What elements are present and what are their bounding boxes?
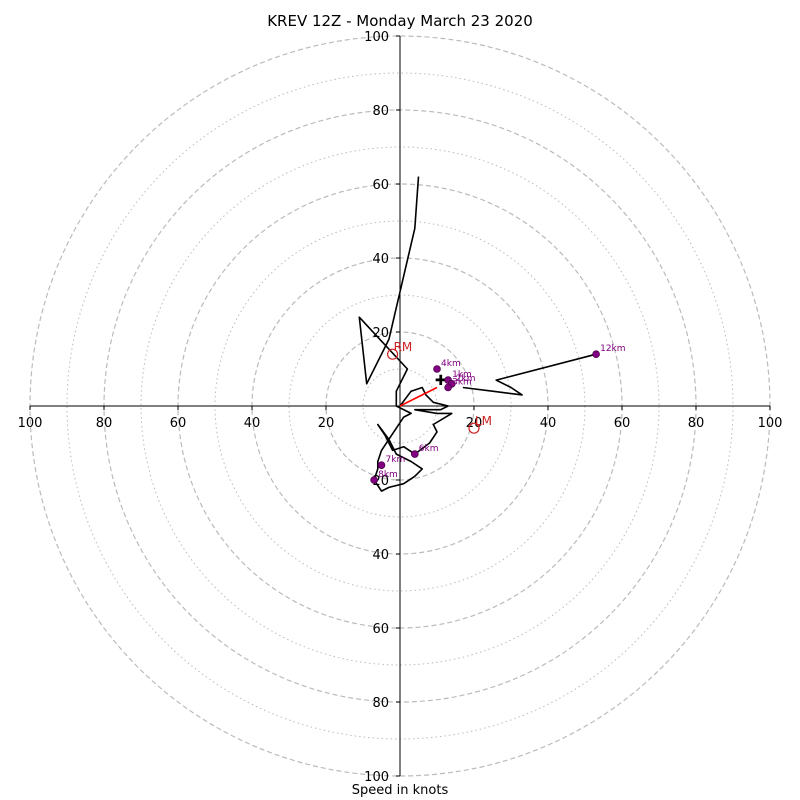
x-tick-label: 40 [244, 416, 261, 431]
mean-wind-marker: ✚ [435, 373, 447, 389]
height-label-12km: 12km [600, 344, 625, 354]
height-label-6km: 6km [419, 444, 439, 454]
y-tick-label: 60 [372, 622, 389, 637]
y-tick-label: 80 [372, 696, 389, 711]
hodograph-trace-upper [462, 353, 597, 396]
x-tick-label: 40 [540, 416, 557, 431]
chart-title: KREV 12Z - Monday March 23 2020 [267, 12, 533, 30]
height-label-7km: 7km [386, 455, 406, 465]
storm-motion-LM [468, 422, 480, 434]
y-tick-label: 20 [372, 326, 389, 341]
hodograph-trace [358, 176, 453, 492]
storm-motion-label-RM: RM [394, 340, 413, 354]
lowlevel-trace [399, 386, 438, 407]
x-tick-label: 100 [18, 416, 43, 431]
height-label-3km: 3km [452, 378, 472, 388]
y-tick-label: 40 [372, 548, 389, 563]
x-axis-label: Speed in knots [351, 783, 449, 798]
y-tick-label: 60 [372, 178, 389, 193]
x-tick-label: 100 [758, 416, 783, 431]
x-tick-label: 60 [170, 416, 187, 431]
y-tick-label: 80 [372, 104, 389, 119]
height-marker-7km [377, 461, 386, 470]
y-tick-label: 40 [372, 252, 389, 267]
x-tick-label: 80 [688, 416, 705, 431]
storm-motion-label-LM: LM [475, 414, 492, 428]
height-label-4km: 4km [441, 359, 461, 369]
height-label-2km: 2km [456, 374, 476, 384]
height-label-1km: 1km [452, 370, 472, 380]
x-tick-label: 20 [318, 416, 335, 431]
height-marker-12km [592, 350, 600, 359]
height-marker-3km [444, 383, 452, 392]
height-label-8km: 8km [378, 470, 398, 480]
storm-motion-RM [387, 348, 399, 360]
height-marker-8km [370, 476, 378, 484]
height-marker-6km [410, 450, 419, 458]
y-tick-label: 100 [364, 770, 389, 785]
x-tick-label: 80 [96, 416, 113, 431]
height-marker-4km [433, 365, 441, 373]
y-tick-label: 100 [364, 30, 389, 45]
x-tick-label: 60 [614, 416, 631, 431]
